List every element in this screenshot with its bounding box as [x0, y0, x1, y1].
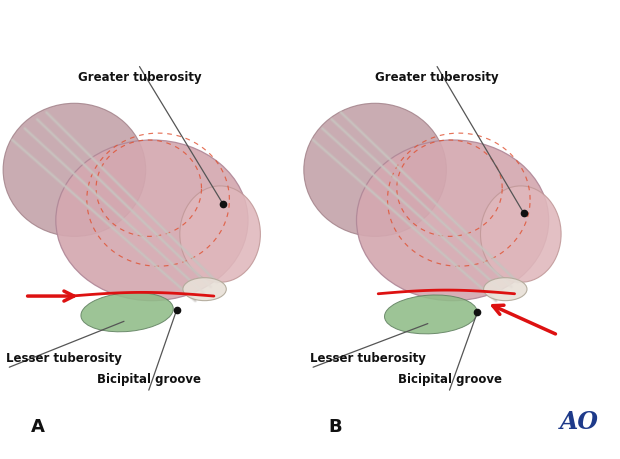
Ellipse shape — [183, 278, 226, 301]
Text: Bicipital groove: Bicipital groove — [397, 374, 502, 386]
Ellipse shape — [304, 103, 446, 236]
Text: B: B — [329, 418, 342, 436]
Ellipse shape — [356, 140, 549, 301]
Ellipse shape — [56, 140, 248, 301]
Ellipse shape — [384, 295, 477, 334]
Text: Lesser tuberosity: Lesser tuberosity — [310, 352, 426, 365]
Text: Greater tuberosity: Greater tuberosity — [78, 71, 202, 84]
Text: Lesser tuberosity: Lesser tuberosity — [6, 352, 122, 365]
Text: AO: AO — [560, 410, 599, 434]
Text: Greater tuberosity: Greater tuberosity — [375, 71, 499, 84]
Ellipse shape — [180, 186, 260, 282]
Text: A: A — [31, 418, 45, 436]
Text: Bicipital groove: Bicipital groove — [97, 374, 201, 386]
Ellipse shape — [484, 278, 527, 301]
Ellipse shape — [3, 103, 146, 236]
Ellipse shape — [81, 292, 173, 332]
Ellipse shape — [480, 186, 561, 282]
